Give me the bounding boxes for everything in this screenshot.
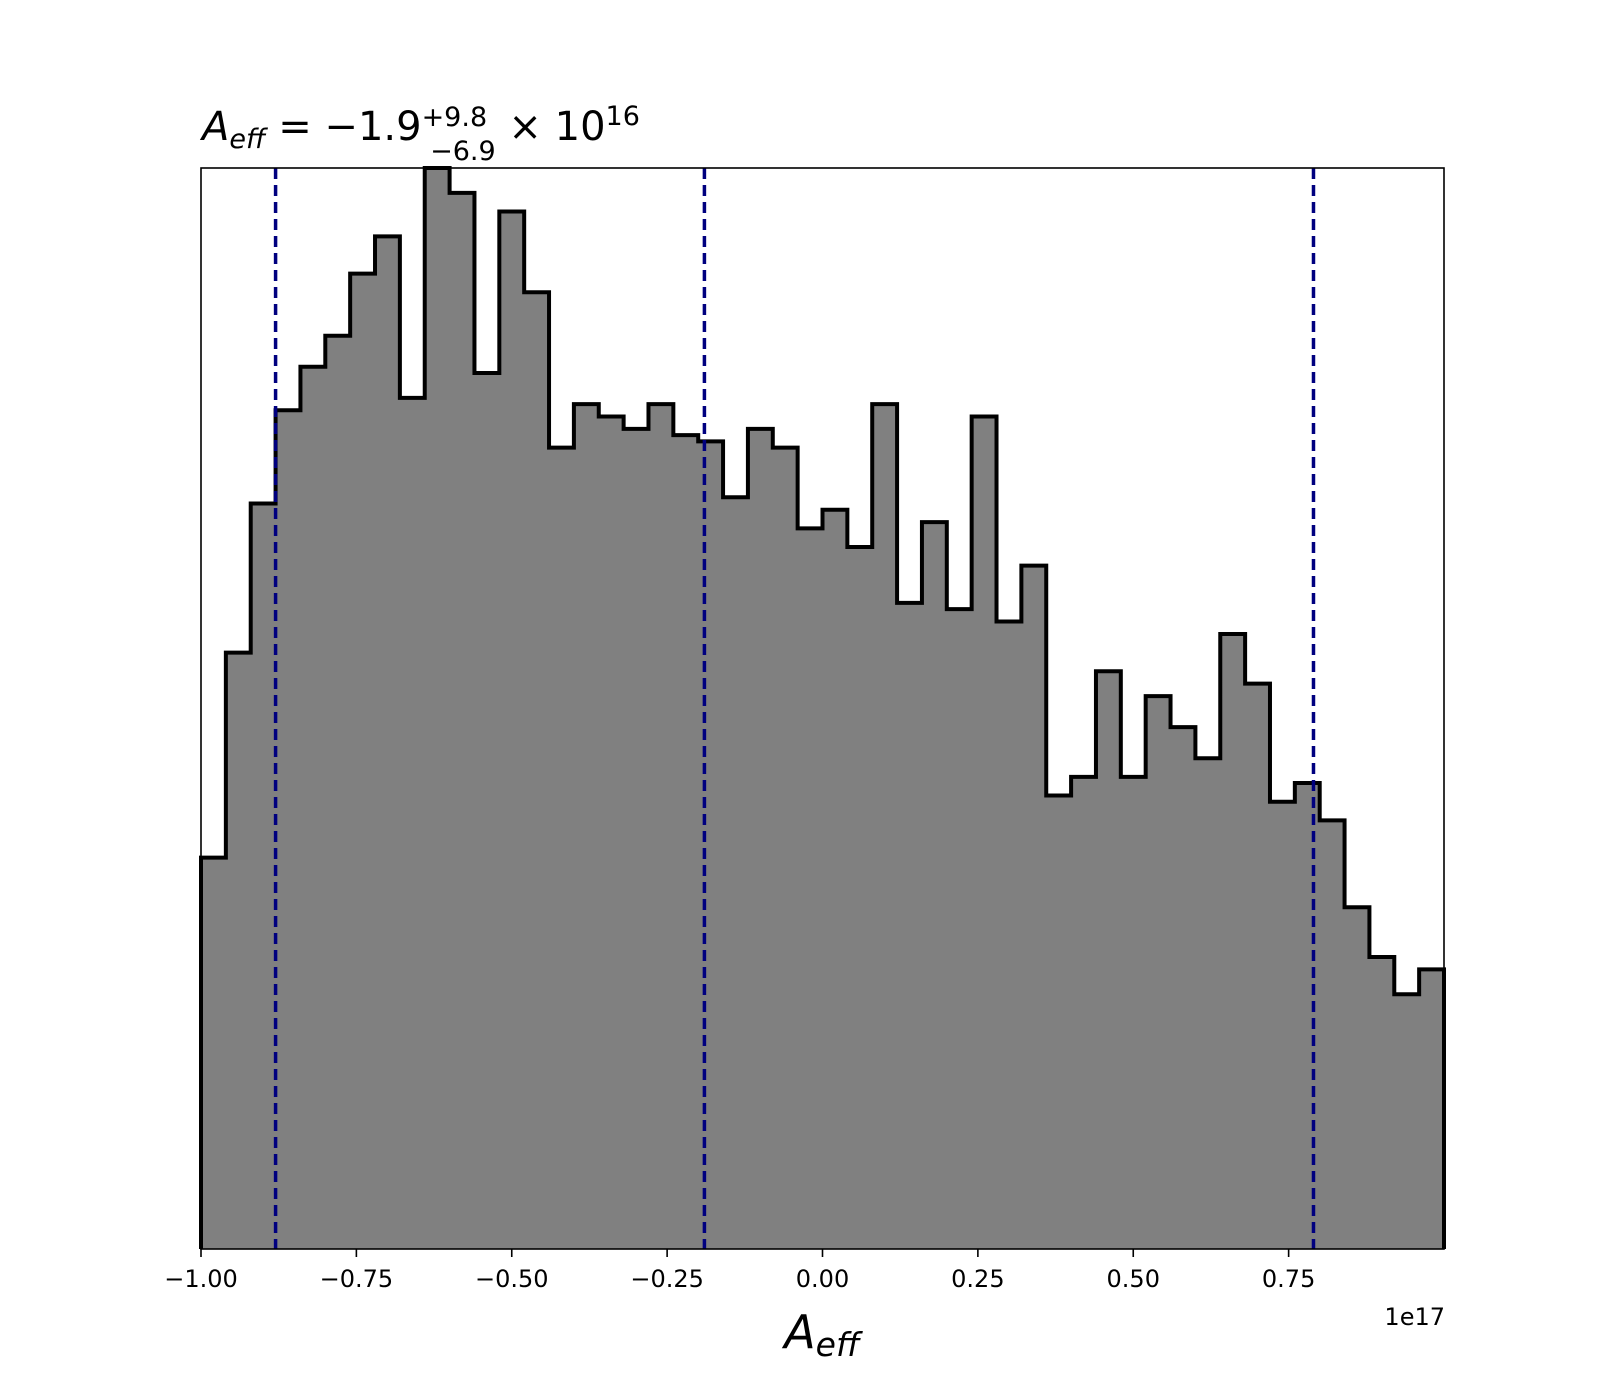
title-times: × 10 [496,104,606,150]
histogram-bar [350,273,376,1249]
x-tick-label: 0.75 [1262,1265,1315,1293]
plot-area [199,166,1446,1250]
histogram-bar [1394,994,1420,1249]
histogram-bar [1369,957,1395,1249]
histogram-bar [1245,683,1271,1249]
histogram-bar [1269,801,1296,1249]
histogram-bar [573,404,600,1250]
histogram-bar [524,292,550,1249]
histogram-bar [723,497,749,1249]
histogram-bar [300,366,326,1250]
histogram-bar [375,236,401,1249]
histogram-bar [1170,727,1196,1249]
x-axis-offset-label: 1e17 [1384,1303,1445,1331]
x-tick-label: 0.50 [1107,1265,1160,1293]
x-tick-label: −1.00 [164,1265,238,1293]
histogram-bar [449,192,476,1249]
x-axis-label-sub: eff [816,1325,863,1364]
histogram-bar [424,168,451,1249]
title-sup: +9.8 [422,102,488,133]
histogram-bar [325,335,351,1249]
histogram-bar [1344,907,1371,1249]
histogram-bar [1220,633,1246,1249]
histogram-bar [201,857,227,1249]
histogram-bar [673,435,699,1249]
x-axis-label: Aeff [781,1305,863,1364]
histogram-bar [921,522,948,1249]
histogram-bar [996,621,1022,1249]
x-tick-label: −0.25 [630,1265,704,1293]
histogram-bar [250,503,277,1249]
histogram-bar [872,404,898,1250]
histogram-bar [598,416,625,1249]
histogram-bar [1095,671,1122,1249]
histogram-bar [1419,969,1445,1249]
histogram-bar [1046,795,1072,1249]
histogram-bar [847,546,873,1249]
histogram-bar [698,441,724,1249]
histogram-bar [1145,696,1172,1249]
histogram-outline [199,166,1446,1249]
title-symbol: A [199,104,229,150]
histogram-bar [225,652,252,1249]
histogram-bar [797,528,824,1249]
histogram-bar [946,609,973,1249]
histogram-bar [648,404,674,1250]
histogram-bar [1071,776,1097,1249]
histogram-bar [1195,758,1221,1249]
title-equals: = −1.9 [265,104,421,150]
title-sub: −6.9 [430,136,496,167]
histogram-bar [1319,820,1346,1249]
title-symbol-sub: eff [229,124,268,155]
histogram-bar [897,602,923,1249]
histogram-bar [399,397,426,1250]
histogram-bar [1294,783,1321,1249]
x-tick-label: 0.25 [951,1265,1004,1293]
histogram-bar [772,447,799,1249]
x-tick-label: 0.00 [796,1265,849,1293]
title-exponent: 16 [606,101,640,132]
histogram-bar [822,509,848,1249]
histogram-bar [747,428,774,1249]
histogram-bar [623,428,650,1249]
histogram-bar [971,416,998,1249]
histogram-bar [549,447,575,1249]
chart-title: Aeff = −1.9+9.8 −6.9 × 1016 [199,101,640,167]
x-tick-label: −0.50 [475,1265,549,1293]
histogram-bar [275,410,302,1249]
histogram-bar [1021,565,1047,1249]
x-axis: −1.00 −0.75 −0.50 −0.25 0.00 0.25 0.50 0.75 [164,1249,1315,1293]
histogram-bar [499,211,525,1249]
histogram-bar [1120,776,1147,1249]
histogram-bar [474,373,500,1250]
x-tick-label: −0.75 [320,1265,394,1293]
x-axis-label-symbol: A [781,1305,815,1359]
